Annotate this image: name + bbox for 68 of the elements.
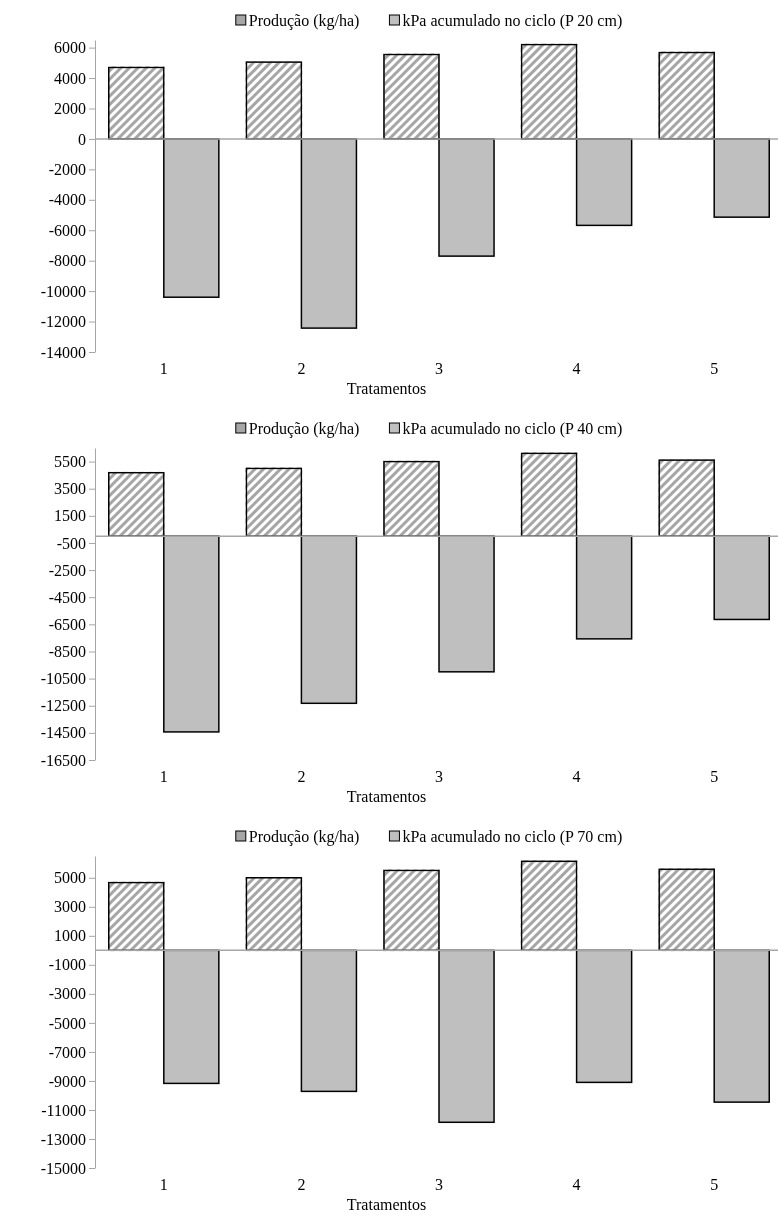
y-tick-label: -5000 [48, 1014, 86, 1032]
x-tick-label: 2 [297, 1176, 306, 1193]
x-tick-label: 2 [297, 768, 306, 785]
y-tick-label: -15000 [40, 1159, 86, 1177]
y-tick-label: -4500 [48, 588, 86, 606]
y-tick-label: 3000 [54, 898, 86, 916]
y-tick-label: -2000 [48, 160, 86, 178]
x-tick-label: 1 [159, 360, 168, 377]
y-tick-label: 5500 [54, 453, 86, 471]
y-tick-label: -1000 [48, 956, 86, 974]
x-tick-label: 4 [572, 768, 581, 785]
x-axis-title: Tratamentos [346, 788, 427, 805]
x-axis-title: Tratamentos [346, 380, 427, 397]
y-tick-label: 5000 [54, 869, 86, 887]
x-tick-label: 4 [572, 1176, 581, 1193]
bar [575, 535, 633, 640]
y-tick-label: -2500 [48, 561, 86, 579]
x-tick-label: 5 [710, 360, 719, 377]
legend-label: Produção (kg/ha) [248, 420, 360, 438]
y-tick-label: 2000 [54, 100, 86, 118]
y-tick-label: -12000 [40, 313, 86, 331]
y-tick-label: 1500 [54, 507, 86, 525]
y-tick-label: 1000 [54, 927, 86, 945]
legend-label: kPa acumulado no ciclo (P 70 cm) [402, 828, 623, 846]
bar [438, 138, 495, 257]
bar [300, 535, 358, 705]
legend-label: Produção (kg/ha) [248, 12, 360, 30]
bar [575, 138, 633, 227]
y-tick-label: -13000 [40, 1130, 86, 1148]
bar [713, 138, 770, 218]
y-tick-label: -8000 [48, 252, 86, 270]
x-tick-label: 3 [435, 1176, 443, 1193]
y-tick-label: -9000 [48, 1072, 86, 1090]
x-axis-title: Tratamentos [346, 1196, 427, 1213]
y-tick-label: -6000 [48, 221, 86, 239]
y-tick-label: -3000 [48, 985, 86, 1003]
bar [163, 138, 220, 298]
y-tick-label: -8500 [48, 643, 86, 661]
bar [713, 535, 770, 621]
y-tick-label: -500 [56, 534, 86, 552]
y-tick-label: -4000 [48, 191, 86, 209]
y-tick-label: -14500 [40, 724, 86, 742]
legend-label: Produção (kg/ha) [248, 828, 360, 846]
y-tick-label: -10000 [40, 282, 86, 300]
legend-label: kPa acumulado no ciclo (P 20 cm) [402, 12, 623, 30]
x-tick-label: 1 [159, 1176, 168, 1193]
x-tick-label: 4 [572, 360, 581, 377]
bar [300, 138, 358, 329]
y-tick-label: 4000 [54, 69, 86, 87]
x-tick-label: 5 [710, 1176, 719, 1193]
y-tick-label: -10500 [40, 670, 86, 688]
y-tick-label: -7000 [48, 1043, 86, 1061]
y-tick-label: -6500 [48, 615, 86, 633]
bar [163, 535, 220, 733]
y-tick-label: 3500 [54, 480, 86, 498]
legend-label: kPa acumulado no ciclo (P 40 cm) [402, 420, 623, 438]
y-tick-label: -14000 [40, 343, 86, 361]
bar [438, 535, 495, 673]
y-tick-label: -12500 [40, 697, 86, 715]
y-tick-label: 6000 [54, 39, 86, 57]
x-tick-label: 3 [435, 768, 443, 785]
x-tick-label: 5 [710, 768, 719, 785]
x-tick-label: 3 [435, 360, 443, 377]
y-tick-label: -11000 [41, 1101, 86, 1119]
x-tick-label: 2 [297, 360, 306, 377]
y-tick-label: 0 [78, 130, 86, 148]
y-tick-label: -16500 [40, 751, 86, 769]
x-tick-label: 1 [159, 768, 168, 785]
